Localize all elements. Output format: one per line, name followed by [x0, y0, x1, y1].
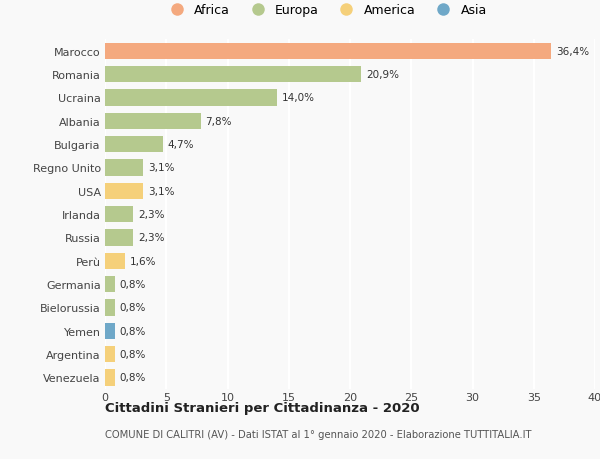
Bar	[105, 276, 115, 292]
Text: Cittadini Stranieri per Cittadinanza - 2020: Cittadini Stranieri per Cittadinanza - 2…	[105, 401, 419, 414]
Text: COMUNE DI CALITRI (AV) - Dati ISTAT al 1° gennaio 2020 - Elaborazione TUTTITALIA: COMUNE DI CALITRI (AV) - Dati ISTAT al 1…	[105, 429, 532, 439]
Bar	[105, 323, 115, 339]
Bar	[105, 67, 361, 83]
Text: 1,6%: 1,6%	[130, 256, 156, 266]
Bar	[105, 369, 115, 386]
Bar	[105, 44, 551, 60]
Text: 36,4%: 36,4%	[556, 46, 589, 56]
Bar	[105, 346, 115, 362]
Bar	[105, 90, 277, 106]
Bar	[105, 230, 133, 246]
Bar	[105, 183, 143, 199]
Text: 2,3%: 2,3%	[138, 210, 164, 219]
Text: 2,3%: 2,3%	[138, 233, 164, 243]
Bar	[105, 253, 125, 269]
Text: 0,8%: 0,8%	[120, 349, 146, 359]
Text: 20,9%: 20,9%	[366, 70, 399, 80]
Text: 0,8%: 0,8%	[120, 326, 146, 336]
Text: 0,8%: 0,8%	[120, 373, 146, 382]
Bar	[105, 113, 200, 129]
Text: 14,0%: 14,0%	[281, 93, 314, 103]
Legend: Africa, Europa, America, Asia: Africa, Europa, America, Asia	[164, 4, 487, 17]
Text: 0,8%: 0,8%	[120, 302, 146, 313]
Bar	[105, 207, 133, 223]
Bar	[105, 300, 115, 316]
Text: 3,1%: 3,1%	[148, 163, 175, 173]
Text: 3,1%: 3,1%	[148, 186, 175, 196]
Bar	[105, 136, 163, 153]
Text: 7,8%: 7,8%	[205, 117, 232, 126]
Text: 0,8%: 0,8%	[120, 280, 146, 289]
Text: 4,7%: 4,7%	[167, 140, 194, 150]
Bar	[105, 160, 143, 176]
